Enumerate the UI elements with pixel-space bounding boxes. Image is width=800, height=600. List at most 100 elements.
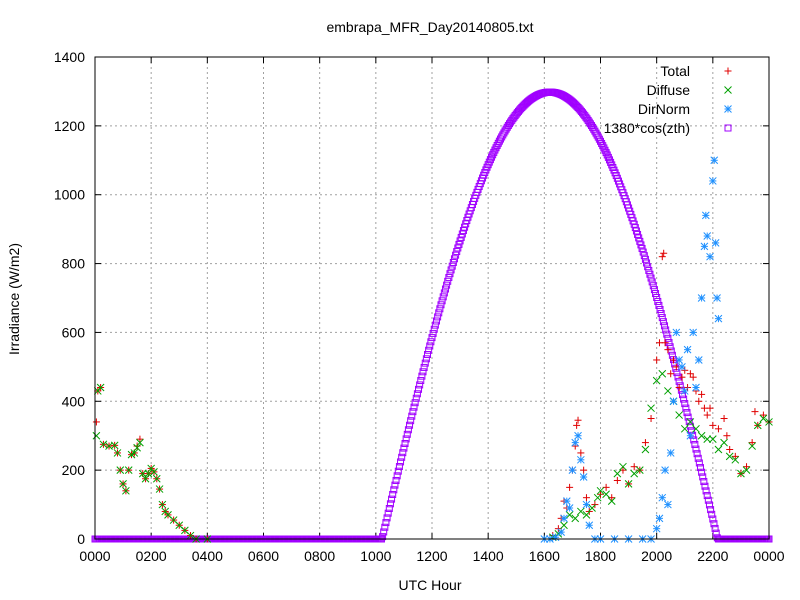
cross-marker [96,383,105,392]
cross-marker [99,440,108,449]
cross-marker [680,424,689,433]
star-marker [579,473,588,481]
plus-marker [641,439,649,447]
cross-marker [588,504,596,512]
square-marker [486,156,494,164]
cross-marker [753,421,762,430]
cross-marker [641,445,650,454]
plus-marker [660,249,668,257]
square-marker [602,149,610,157]
square-marker [389,490,397,498]
star-marker [710,156,719,165]
square-marker [440,289,448,297]
square-marker [654,297,662,305]
square-marker [599,142,607,150]
square-marker [652,290,660,298]
star-marker [585,521,594,530]
square-marker [707,506,715,514]
cross-marker [571,514,580,523]
square-marker [399,449,407,457]
plus-marker [613,476,621,484]
square-marker [422,355,430,363]
cross-marker [152,474,161,483]
square-marker [676,382,684,390]
cross-marker [692,424,700,433]
square-marker [452,251,460,259]
square-marker [648,278,656,286]
square-marker [443,281,451,289]
square-marker [412,394,420,402]
square-marker [639,248,647,256]
plus-marker [647,415,655,422]
square-marker [708,510,716,518]
square-marker [668,351,676,359]
x-tick-label: 1200 [416,548,447,564]
chart-title: embrapa_MFR_Day20140805.txt [326,19,533,35]
cross-marker [602,490,610,499]
square-marker [401,439,409,447]
square-marker [694,454,702,462]
square-marker [445,273,453,281]
square-marker [384,509,392,517]
plus-marker [748,439,756,447]
plus-marker [577,449,585,457]
plus-marker [759,411,767,419]
square-marker [419,368,427,376]
legend-label: 1380*cos(zth) [604,120,690,136]
square-marker [658,314,666,322]
star-marker [711,239,720,247]
square-marker [415,385,423,393]
star-marker [692,383,700,392]
star-marker [703,232,712,240]
cross-marker [155,485,164,493]
square-marker [385,505,393,513]
square-marker [431,321,439,329]
square-marker [382,519,390,527]
square-marker [653,293,661,301]
square-marker [407,417,415,425]
cross-marker [731,455,740,464]
x-tick-label: 0400 [192,548,223,564]
square-marker [430,325,438,333]
star-marker [697,294,706,302]
plus-marker [731,452,739,460]
plus-marker [667,370,675,378]
x-axis-label: UTC Hour [398,577,461,593]
plus-marker [703,411,711,419]
square-marker [682,404,690,412]
cross-marker [186,531,195,540]
square-marker [662,326,670,334]
square-marker [395,463,403,471]
cross-marker [714,445,723,454]
star-marker [582,500,591,509]
plus-marker [658,253,666,261]
star-marker [672,328,681,337]
square-marker [663,330,671,338]
cross-marker [748,442,757,450]
square-marker [441,285,449,293]
y-tick-label: 0 [77,531,85,547]
cross-marker [144,469,153,478]
cross-marker [635,466,644,474]
square-marker [700,478,708,486]
cross-marker [110,441,119,450]
square-marker [418,372,426,380]
star-marker [678,363,686,371]
star-marker [655,514,664,523]
cross-marker [703,435,712,444]
star-marker [706,252,714,261]
square-marker [397,458,405,466]
plus-marker [136,435,144,443]
x-tick-label: 0000 [79,548,110,564]
x-tick-label: 0800 [304,548,335,564]
square-marker [391,481,399,489]
square-marker [640,252,648,260]
square-marker [664,334,672,342]
x-tick-label: 1400 [473,548,504,564]
star-marker [568,466,577,474]
plus-marker [724,67,732,75]
y-tick-label: 800 [62,256,86,272]
cross-marker [742,466,751,474]
square-marker [604,153,612,161]
square-marker [449,258,457,266]
